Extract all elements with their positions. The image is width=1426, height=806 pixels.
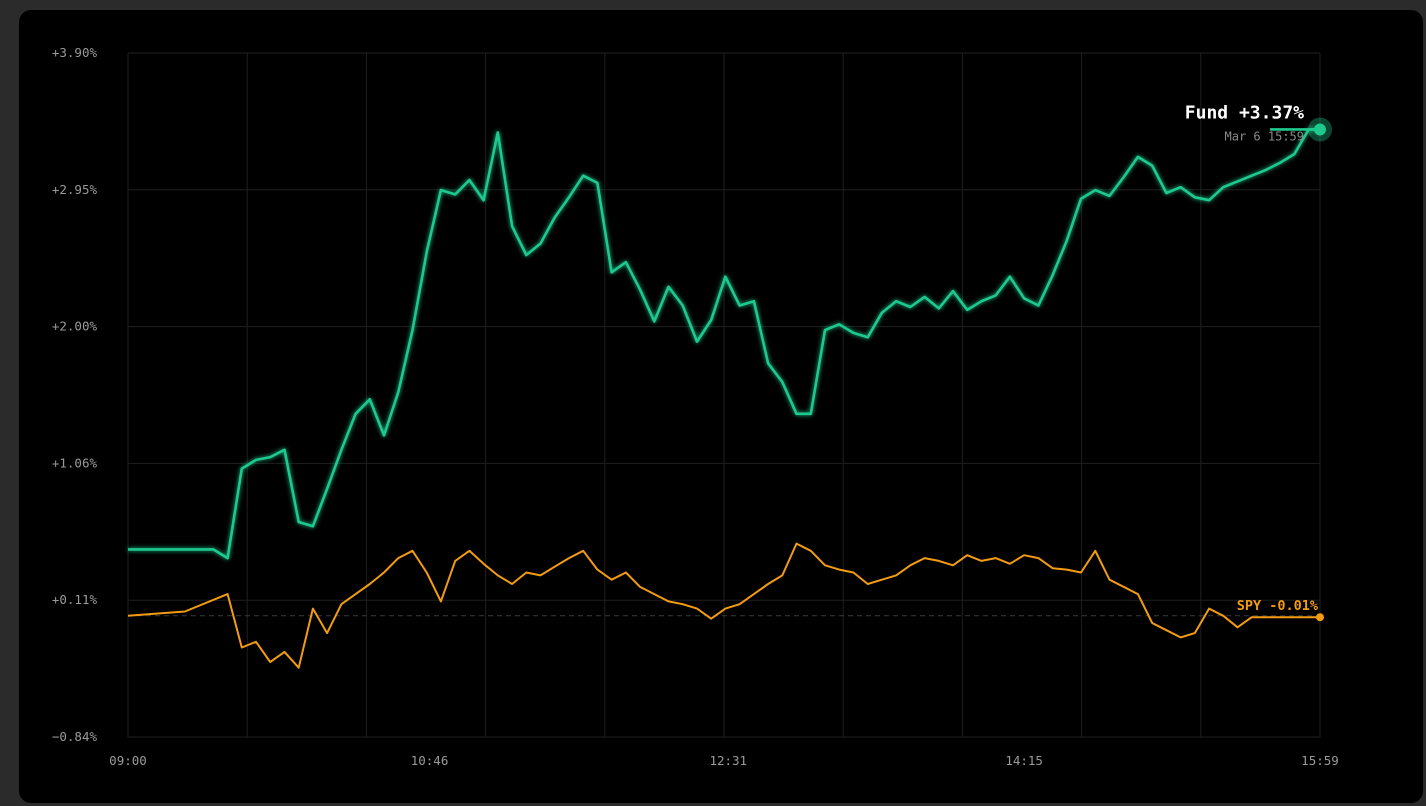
spy-end-marker (1316, 613, 1324, 622)
x-tick-label: 14:15 (1005, 753, 1043, 768)
y-tick-label: −0.84% (52, 729, 98, 744)
grid (127, 52, 1321, 738)
end-labels: Fund +3.37% Mar 6 15:59 SPY -0.01% (1185, 102, 1332, 622)
y-tick-label: +0.11% (52, 592, 98, 607)
x-axis: 09:00 10:46 12:31 14:15 15:59 (109, 753, 1339, 768)
chart-card: +3.90% +2.95% +2.00% +1.06% +0.11% −0.84% 09:… (19, 10, 1423, 803)
fund-end-marker (1314, 123, 1326, 136)
fund-line (128, 128, 1320, 560)
y-tick-label: +3.90% (52, 45, 98, 60)
x-tick-label: 09:00 (109, 753, 147, 768)
x-tick-label: 12:31 (709, 753, 747, 768)
fund-end-date: Mar 6 15:59 (1225, 129, 1304, 143)
fund-end-label: Fund +3.37% (1185, 102, 1304, 123)
y-axis: +3.90% +2.95% +2.00% +1.06% +0.11% −0.84% (52, 45, 98, 744)
line-chart: +3.90% +2.95% +2.00% +1.06% +0.11% −0.84% 09:… (52, 45, 1339, 768)
x-tick-label: 15:59 (1301, 753, 1339, 768)
y-tick-label: +2.95% (52, 182, 98, 197)
spy-line (127, 542, 1320, 669)
series (127, 128, 1320, 669)
spy-end-label: SPY -0.01% (1237, 598, 1319, 614)
y-tick-label: +1.06% (52, 455, 98, 470)
y-tick-label: +2.00% (52, 319, 98, 334)
x-tick-label: 10:46 (411, 753, 449, 768)
